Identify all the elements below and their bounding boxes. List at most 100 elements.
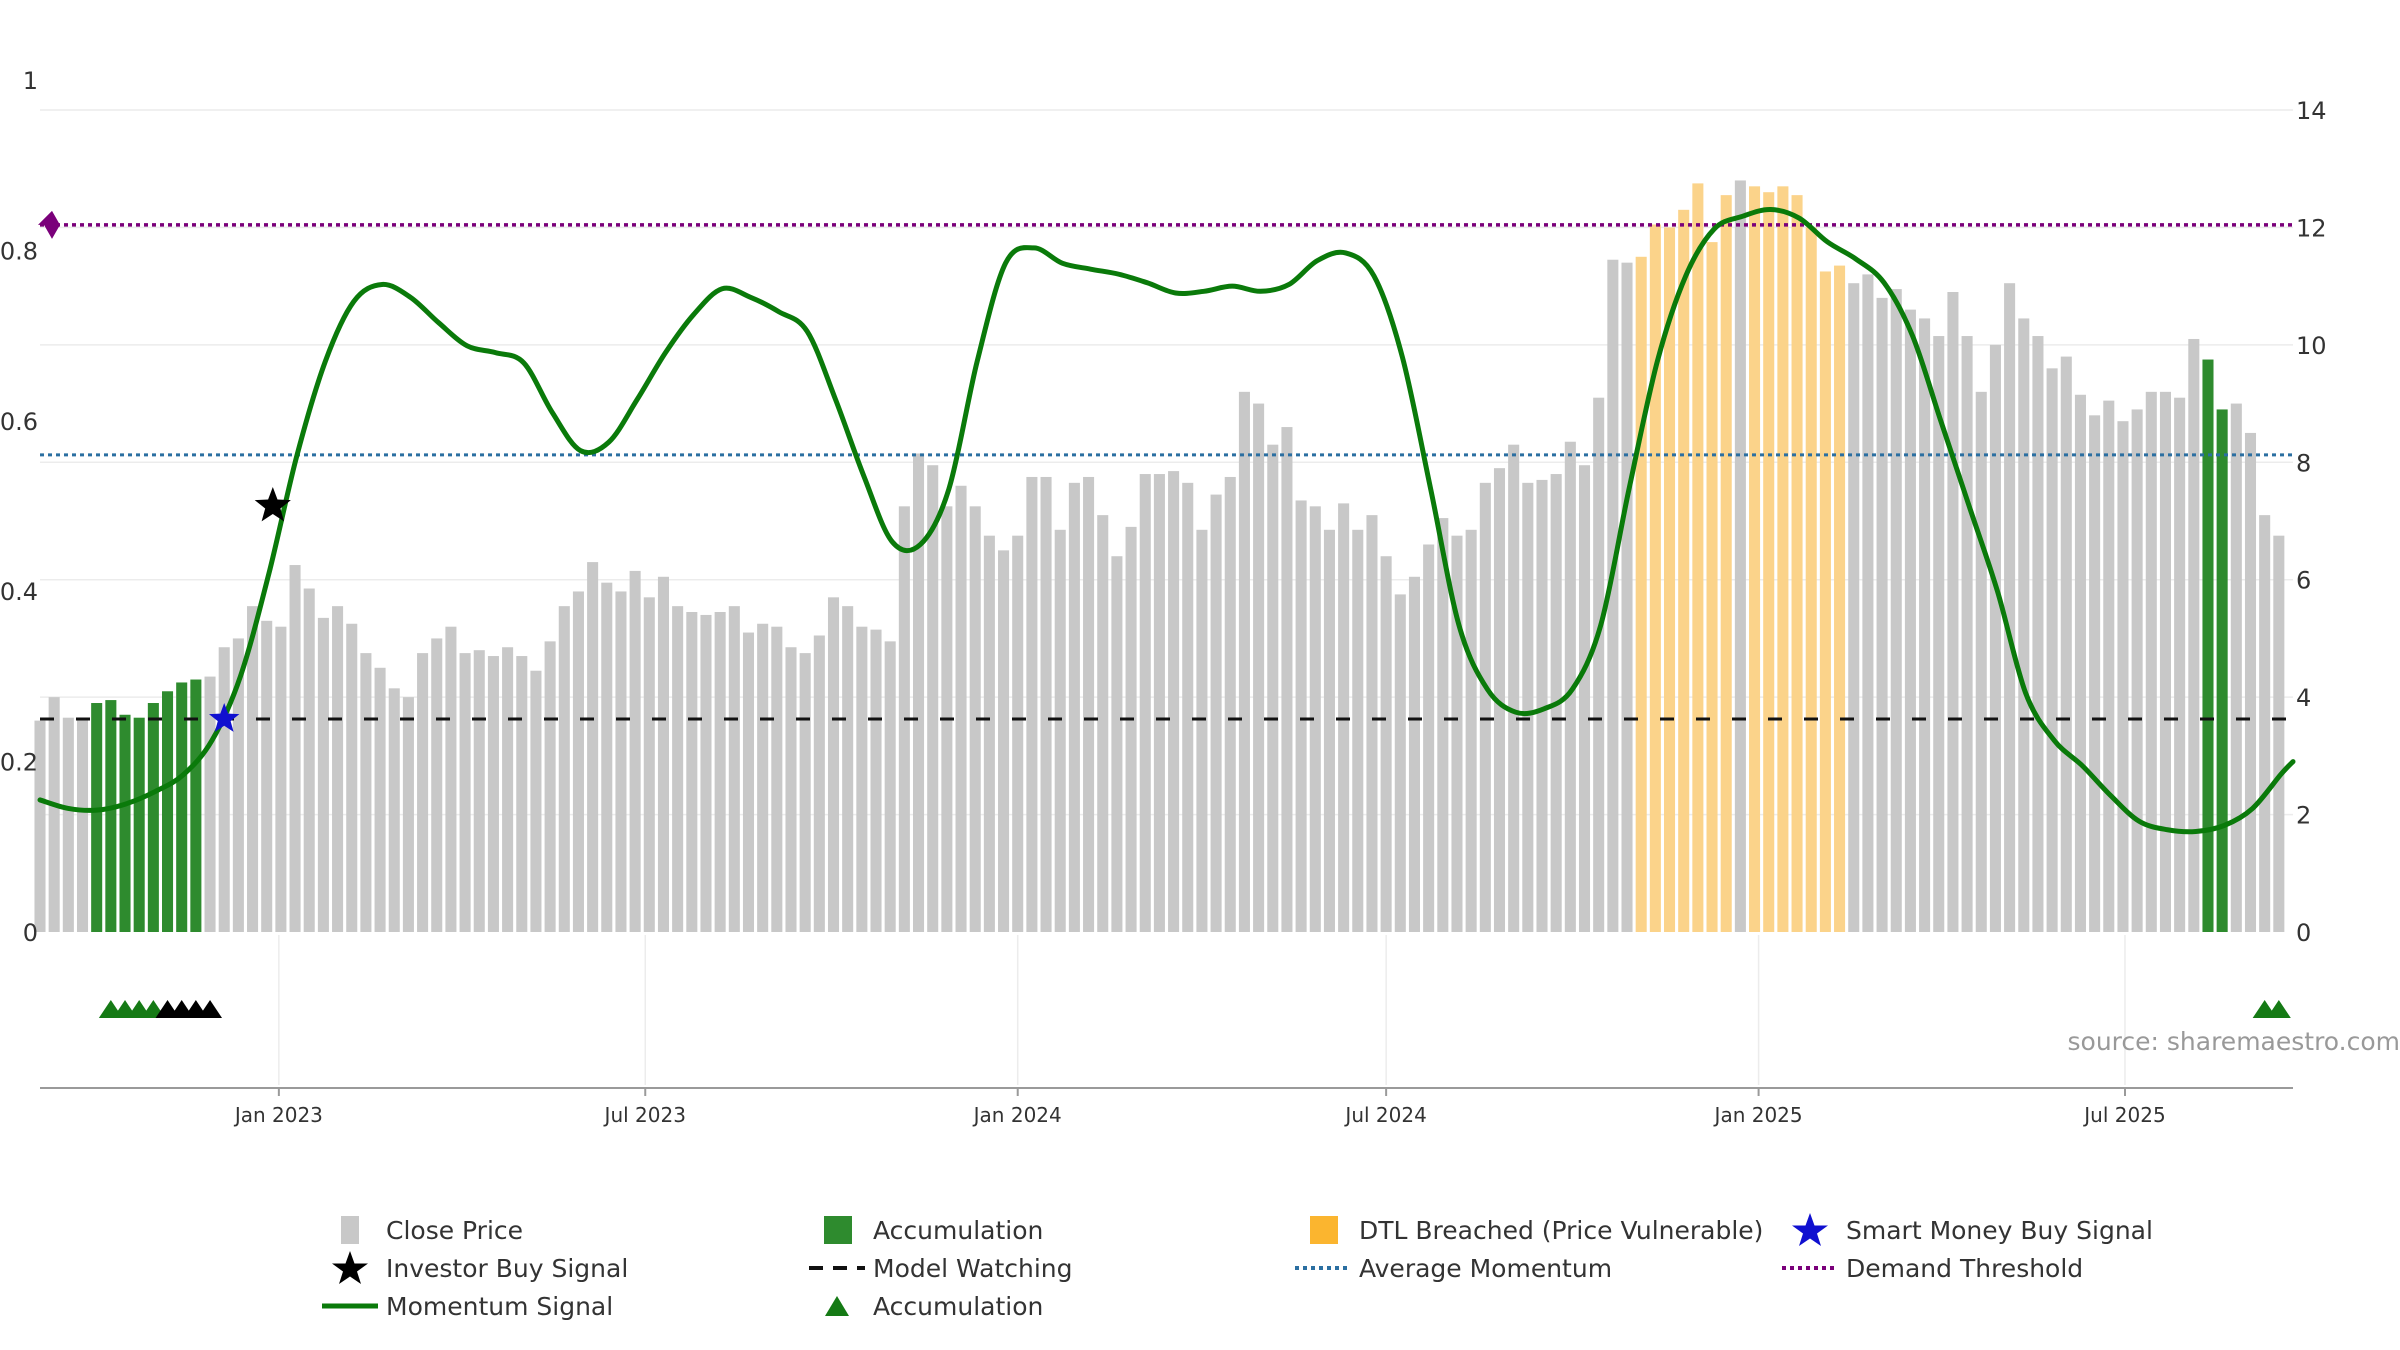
close-price-bar	[1012, 535, 1024, 932]
accumulation-bar	[2202, 359, 2214, 932]
close-price-bar	[247, 606, 259, 932]
legend-label: Model Watching	[873, 1253, 1073, 1283]
close-price-bar	[969, 506, 981, 932]
close-price-bar	[927, 465, 939, 932]
close-price-bar	[1876, 297, 1888, 932]
close-price-bar	[672, 606, 684, 932]
left-tick-label: 0	[23, 919, 38, 947]
close-price-bar	[2032, 336, 2044, 932]
close-price-bar	[615, 591, 627, 932]
demand-threshold-marker	[38, 210, 60, 239]
close-price-bar	[1437, 518, 1449, 932]
close-price-bar	[643, 597, 655, 932]
close-price-bar	[728, 606, 740, 932]
close-price-bar	[2018, 318, 2030, 933]
close-price-bar	[1366, 515, 1378, 932]
dtl-breached-bar	[1706, 242, 1718, 932]
accumulation-swatch-icon	[824, 1216, 852, 1244]
accumulation-swatch	[824, 1216, 852, 1244]
dtl-swatch-icon	[1310, 1216, 1338, 1244]
close-price-bar	[1253, 403, 1265, 933]
close-price-bar	[1083, 476, 1095, 932]
dtl-breached-bar	[1749, 186, 1761, 933]
close-price-bar	[1989, 344, 2001, 932]
close-price-bar	[544, 641, 556, 932]
close-price-bar	[884, 641, 896, 932]
close-price-bar	[530, 670, 542, 932]
dtl-breached-bar	[1664, 227, 1676, 932]
close-price-bar	[629, 570, 641, 932]
close-price-swatch	[341, 1216, 359, 1244]
close-price-bar	[799, 653, 811, 932]
legend-item-investor-buy: Investor Buy Signal	[320, 1250, 628, 1286]
black-star-icon	[332, 1251, 368, 1284]
legend-item-model-watching: Model Watching	[807, 1250, 1073, 1286]
close-price-bar	[360, 653, 372, 932]
legend-label: Accumulation	[873, 1215, 1044, 1245]
close-price-bar	[913, 453, 925, 932]
close-price-bar	[771, 626, 783, 932]
legend-label: Investor Buy Signal	[386, 1253, 629, 1283]
green-triangle-shape	[825, 1296, 849, 1316]
legend-label: Average Momentum	[1359, 1253, 1613, 1283]
legend-label: DTL Breached (Price Vulnerable)	[1359, 1215, 1764, 1245]
black-star-shape	[332, 1251, 368, 1284]
close-price-bar	[2188, 338, 2200, 932]
close-price-bar	[700, 614, 712, 932]
momentum-signal-path	[37, 207, 2296, 835]
close-price-bar	[1423, 544, 1435, 932]
close-price-bar	[1238, 391, 1250, 932]
dtl-breached-bar	[1834, 265, 1846, 932]
close-price-bar	[1522, 482, 1534, 932]
close-price-bar	[2103, 400, 2115, 932]
close-price-bar	[417, 653, 429, 932]
reference-lines	[38, 210, 2293, 721]
green-triangle-icon	[825, 1296, 849, 1316]
legend-item-demand-threshold: Demand Threshold	[1780, 1250, 2083, 1286]
close-price-bar	[2273, 535, 2285, 932]
legend-item-accumulation-triangle: Accumulation	[807, 1288, 1043, 1324]
close-price-bar	[374, 667, 386, 932]
dtl-breached-bar	[1678, 209, 1690, 933]
close-price-bar	[402, 697, 414, 932]
close-price-bar	[1111, 556, 1123, 932]
close-price-bar	[1196, 529, 1208, 932]
close-price-bar	[1465, 529, 1477, 932]
close-price-bar	[2117, 421, 2129, 932]
legend-item-smart-money: Smart Money Buy Signal	[1780, 1212, 2153, 1248]
close-price-bar	[1961, 336, 1973, 932]
close-price-bar	[686, 612, 698, 932]
close-price-bar	[1408, 576, 1420, 932]
close-price-bar	[1862, 274, 1874, 932]
close-price-bar	[1536, 479, 1548, 932]
legend: Close Price Accumulation DTL Breached (P…	[320, 1212, 2220, 1342]
right-tick-label: 8	[2296, 449, 2311, 477]
dtl-breached-bar	[1805, 227, 1817, 932]
accumulation-bar	[190, 679, 202, 932]
left-tick-label: 1	[23, 67, 38, 95]
legend-item-average-momentum: Average Momentum	[1293, 1250, 1612, 1286]
left-tick-label: 0.2	[0, 749, 38, 777]
dashed-line-icon	[809, 1266, 865, 1270]
close-price-bar	[1451, 535, 1463, 932]
close-price-bar	[502, 647, 514, 932]
right-tick-label: 2	[2296, 802, 2311, 830]
close-price-bar	[1097, 515, 1109, 932]
accumulation-triangle-green	[2266, 1000, 2291, 1018]
accumulation-bar	[133, 717, 145, 932]
close-price-bar	[827, 597, 840, 932]
close-price-bar	[2131, 409, 2143, 932]
right-tick-label: 4	[2296, 684, 2311, 712]
blue-star-icon	[1792, 1213, 1828, 1246]
close-price-bar	[601, 582, 613, 932]
left-tick-label: 0.6	[0, 408, 38, 436]
close-price-bar	[2145, 391, 2157, 932]
close-price-bar	[1578, 465, 1591, 932]
close-price-bar	[1210, 494, 1222, 932]
close-price-bar	[431, 638, 443, 932]
close-price-bar	[487, 656, 499, 932]
dtl-swatch	[1310, 1216, 1338, 1244]
close-price-bar	[742, 632, 755, 932]
close-price-bar	[842, 606, 854, 932]
close-price-bar	[1564, 441, 1576, 932]
